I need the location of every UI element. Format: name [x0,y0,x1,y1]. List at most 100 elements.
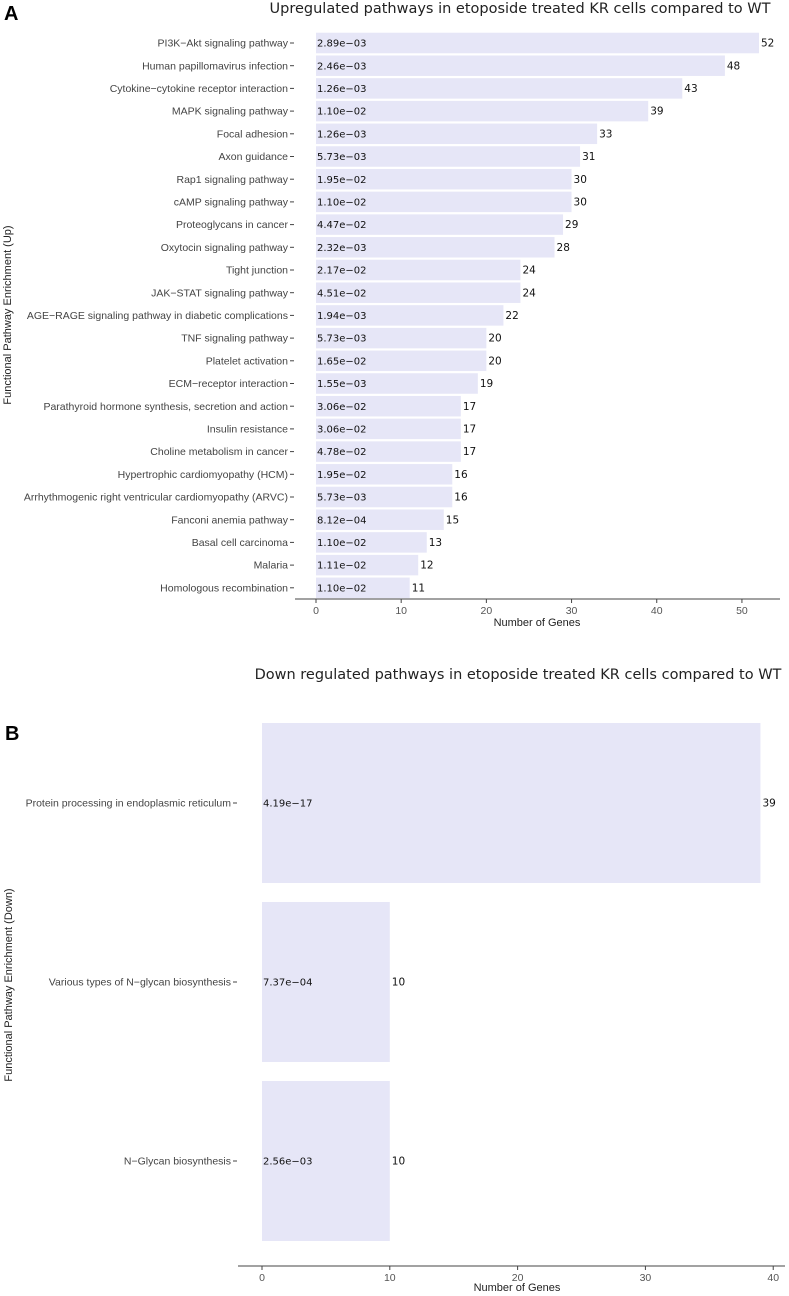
panel-a-bar [316,509,444,530]
panel-a-value-label: 52 [761,38,774,50]
panel-a-value-label: 48 [727,60,740,72]
panel-b-letter: B [5,723,19,745]
panel-b-x-tick-label: 10 [384,1272,396,1284]
panel-b-bar [262,902,390,1062]
panel-a-value-label: 17 [463,446,476,458]
panel-a-bar [316,395,461,417]
panel-a-title: Upregulated pathways in etoposide treate… [270,1,771,17]
panel-a-bar [316,373,478,394]
panel-b-category-label: N−Glycan biosynthesis [124,1156,231,1168]
panel-b-pvalue-label: 4.19e−17 [263,799,313,810]
panel-b-x-tick-label: 30 [640,1272,652,1284]
panel-a-category-label: Fanconi anemia pathway [171,514,288,526]
panel-a-x-tick-label: 30 [566,605,578,617]
panel-a-pvalue-label: 1.65e−02 [317,356,367,367]
panel-b-category-label: Protein processing in endoplasmic reticu… [26,798,232,810]
panel-a-value-label: 19 [480,378,493,390]
panel-a-bar [316,55,725,76]
panel-a-pvalue-label: 1.10e−02 [317,538,367,549]
panel-b-title: Down regulated pathways in etoposide tre… [255,667,782,683]
panel-a-category-label: Focal adhesion [217,128,288,140]
panel-a-value-label: 30 [574,197,587,209]
panel-a-value-label: 16 [454,492,468,504]
panel-a-pvalue-label: 4.47e−02 [317,220,367,231]
panel-a-pvalue-label: 1.26e−03 [317,84,367,95]
panel-a-category-label: MAPK signaling pathway [172,106,289,118]
panel-a-category-label: Homologous recombination [160,582,288,594]
panel-a-value-label: 22 [505,310,518,322]
panel-a-category-label: Tight junction [226,265,288,277]
panel-a-bar [316,418,461,440]
panel-a-pvalue-label: 1.26e−03 [317,129,367,140]
panel-a-value-label: 20 [488,333,501,345]
panel-a-pvalue-label: 1.10e−02 [317,198,367,209]
panel-a-x-axis-title: Number of Genes [494,617,581,629]
panel-a-category-label: Rap1 signaling pathway [177,174,289,186]
panel-a-value-label: 24 [522,265,536,277]
panel-a-category-label: Choline metabolism in cancer [150,446,288,458]
panel-a-pvalue-label: 5.73e−03 [317,152,367,163]
panel-a-pvalue-label: 5.73e−03 [317,493,367,504]
panel-a-value-label: 39 [650,106,663,118]
panel-a-pvalue-label: 2.17e−02 [317,266,367,277]
panel-a-category-label: Basal cell carcinoma [192,537,288,549]
panel-a-category-label: Malaria [254,560,289,572]
panel-b-category-label: Various types of N−glycan biosynthesis [49,977,231,989]
panel-a-x-tick-label: 20 [481,605,493,617]
panel-a-value-label: 12 [420,560,433,572]
panel-a-value-label: 13 [429,537,442,549]
panel-a-pvalue-label: 1.55e−03 [317,379,367,390]
panel-a-value-label: 20 [488,355,501,367]
panel-b-chart: Protein processing in endoplasmic reticu… [26,723,785,1284]
panel-a-value-label: 11 [412,582,425,594]
panel-a-category-label: AGE−RAGE signaling pathway in diabetic c… [27,310,288,322]
panel-a-bar [316,100,649,122]
panel-a-value-label: 29 [565,219,578,231]
panel-a-category-label: TNF signaling pathway [181,333,289,345]
panel-a-value-label: 33 [599,128,612,140]
panel-b-value-label: 39 [762,798,775,810]
panel-a-bar [316,577,410,599]
panel-a-bar [316,282,521,303]
panel-a-pvalue-label: 5.73e−03 [317,334,367,345]
panel-b-x-tick-label: 20 [512,1272,524,1284]
panel-a-pvalue-label: 1.10e−02 [317,583,367,594]
panel-a-value-label: 15 [446,514,459,526]
panel-a-category-label: Arrhythmogenic right ventricular cardiom… [24,492,288,504]
panel-b-pvalue-label: 2.56e−03 [263,1157,313,1168]
panel-a-category-label: Hypertrophic cardiomyopathy (HCM) [118,469,288,481]
panel-a-value-label: 17 [463,401,476,413]
panel-a-bar [316,486,453,508]
panel-a-bar [316,350,487,372]
panel-a-bar [316,327,487,349]
panel-a-value-label: 31 [582,151,595,163]
panel-a-bar [316,441,461,462]
panel-a-category-label: cAMP signaling pathway [174,197,289,209]
panel-a-bar [316,146,581,167]
panel-a-pvalue-label: 4.51e−02 [317,288,367,299]
panel-a-pvalue-label: 1.11e−02 [317,561,367,572]
panel-a-value-label: 30 [574,174,587,186]
panel-a-bar [316,464,453,485]
panel-a-bar [316,78,683,99]
panel-a-category-label: PI3K−Akt signaling pathway [158,38,289,50]
panel-a-y-axis-title: Functional Pathway Enrichment (Up) [2,225,14,404]
panel-a-category-label: Proteoglycans in cancer [176,219,289,231]
panel-a-pvalue-label: 2.46e−03 [317,61,367,72]
panel-a-pvalue-label: 3.06e−02 [317,402,367,413]
panel-a-pvalue-label: 1.94e−03 [317,311,367,322]
panel-b-pvalue-label: 7.37e−04 [263,978,313,989]
panel-a-category-label: Cytokine−cytokine receptor interaction [110,83,288,95]
panel-a-category-label: Insulin resistance [207,424,288,436]
panel-a-bar [316,168,572,190]
panel-a-pvalue-label: 1.10e−02 [317,107,367,118]
panel-a-x-tick-label: 0 [313,605,319,617]
panel-a-pvalue-label: 3.06e−02 [317,425,367,436]
panel-b-bar [262,1081,390,1241]
panel-a-category-label: Platelet activation [206,355,288,367]
panel-a-pvalue-label: 1.95e−02 [317,175,367,186]
panel-a-bar [316,305,504,326]
panel-b-bar [262,723,761,883]
panel-a-x-tick-label: 50 [736,605,748,617]
panel-a-category-label: Human papillomavirus infection [142,60,288,72]
